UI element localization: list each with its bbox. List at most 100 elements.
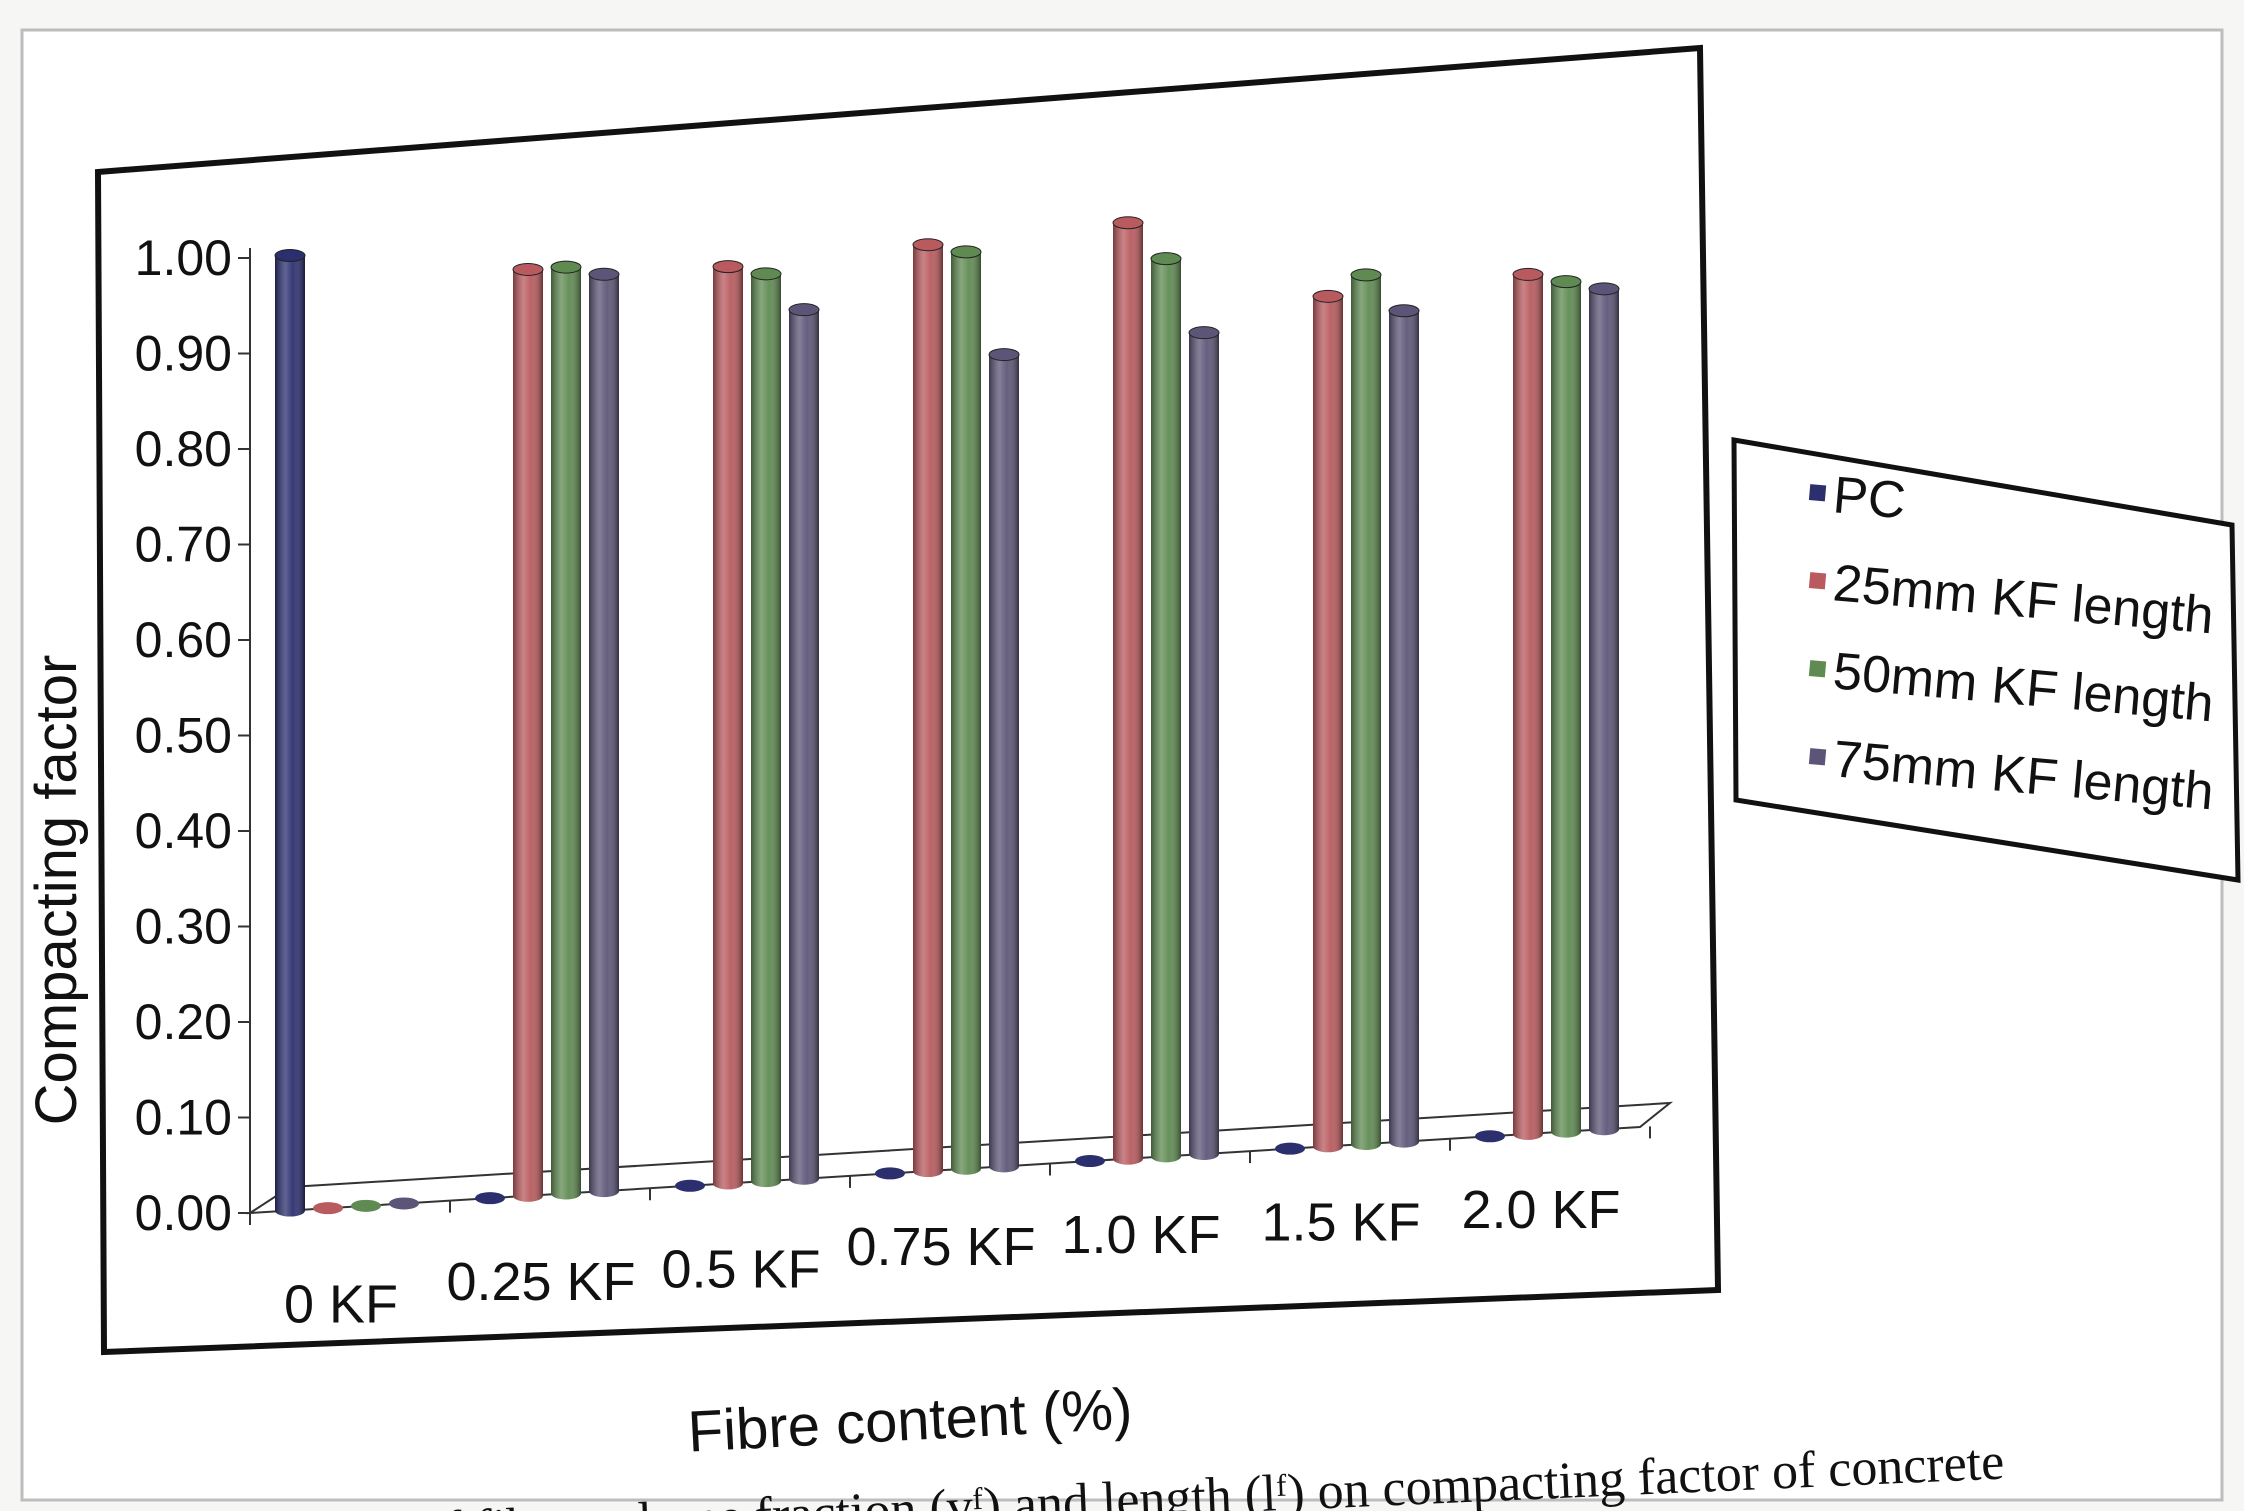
x-tick-labels: 0 KF 0.25 KF 0.5 KF 0.75 KF 1.0 KF 1.5 KF 2.0 … [249, 1126, 1651, 1334]
y-tick-label: 0.80 [135, 421, 232, 477]
bar-top [512, 262, 544, 276]
x-tick-label: 0.75 KF [846, 1217, 1035, 1277]
bar [1150, 252, 1182, 1163]
bar-top [1588, 282, 1620, 296]
legend-item: PC [1808, 466, 1908, 530]
y-axis-title: Compacting factor [24, 655, 89, 1126]
bar [512, 262, 544, 1202]
bar-shade [1151, 258, 1181, 1163]
bar-base [675, 1179, 705, 1192]
y-tick-label: 1.00 [135, 230, 232, 286]
bar-base [1275, 1142, 1305, 1155]
bar [1112, 216, 1144, 1165]
bar-top [1388, 304, 1420, 318]
bars [274, 216, 1620, 1217]
bar-top [588, 267, 620, 281]
legend-swatch [1808, 748, 1827, 766]
y-tick-label: 0.10 [135, 1090, 232, 1146]
bar-shade [713, 266, 743, 1190]
bar [1388, 304, 1420, 1148]
bar [351, 1199, 381, 1212]
legend-swatch [1808, 484, 1827, 502]
y-tick-label: 0.30 [135, 899, 232, 955]
x-tick-label: 0.5 KF [661, 1240, 820, 1300]
bar-top [1112, 216, 1144, 230]
bar-top [1188, 326, 1220, 340]
bar-shade [1551, 281, 1581, 1138]
bar [1475, 1130, 1505, 1143]
bar-shade [951, 251, 981, 1175]
x-tick-label: 0.25 KF [446, 1252, 635, 1312]
bar-top [950, 245, 982, 259]
y-tick-label: 0.40 [135, 803, 232, 859]
y-tick-label: 0.00 [135, 1185, 232, 1241]
bar [475, 1192, 505, 1205]
bar-shade [1189, 332, 1219, 1160]
y-tick-label: 0.70 [135, 517, 232, 573]
bar [988, 348, 1020, 1173]
bar [788, 303, 820, 1185]
bar-shade [1389, 310, 1419, 1148]
y-tick-label: 0.50 [135, 708, 232, 764]
bar-shade [513, 269, 543, 1202]
bar-shade [275, 255, 305, 1217]
y-tick-label: 0.20 [135, 994, 232, 1050]
bar [1350, 268, 1382, 1150]
bar [675, 1179, 705, 1192]
bar-top [1512, 267, 1544, 281]
bar-shade [989, 354, 1019, 1173]
bar [1075, 1155, 1105, 1168]
bar-top [912, 238, 944, 252]
bar [950, 245, 982, 1175]
bar [1512, 267, 1544, 1140]
bar-top [550, 260, 582, 274]
bar-top [274, 249, 306, 263]
x-tick-label: 0 KF [284, 1274, 398, 1334]
bar-shade [1351, 274, 1381, 1150]
bar [1550, 275, 1582, 1138]
bar-top [988, 348, 1020, 362]
bar [550, 260, 582, 1200]
bar-base [313, 1202, 343, 1215]
bar-shade [1513, 274, 1543, 1140]
bar-top [712, 260, 744, 274]
bar [912, 238, 944, 1178]
bar-shade [1589, 288, 1619, 1136]
bar-base [351, 1199, 381, 1212]
bar-shade [751, 273, 781, 1188]
y-axis: 0.00 0.10 0.20 0.30 0.40 0.50 0.60 0.70 0.80 0.90… [135, 230, 251, 1241]
bar-base [389, 1197, 419, 1210]
bar-shade [913, 244, 943, 1178]
bar-base [475, 1192, 505, 1205]
x-tick-label: 1.5 KF [1261, 1192, 1420, 1252]
bar-base [1075, 1155, 1105, 1168]
bar-shade [1313, 296, 1343, 1153]
bar-top [750, 267, 782, 281]
bar-shade [789, 309, 819, 1185]
bar [1588, 282, 1620, 1136]
x-tick-label: 1.0 KF [1061, 1205, 1220, 1265]
bar [274, 249, 306, 1217]
bar [313, 1202, 343, 1215]
bar [588, 267, 620, 1198]
bar [1188, 326, 1220, 1160]
bar-top [788, 303, 820, 317]
bar-base [1475, 1130, 1505, 1143]
bar [1312, 289, 1344, 1153]
bar-shade [551, 267, 581, 1200]
bar [712, 260, 744, 1190]
legend-label: PC [1831, 466, 1908, 530]
bar [750, 267, 782, 1188]
y-tick-label: 0.90 [135, 326, 232, 382]
x-tick-label: 2.0 KF [1461, 1180, 1620, 1240]
bar-shade [1113, 222, 1143, 1165]
legend-box [1731, 437, 2241, 883]
legend-swatch [1808, 660, 1827, 678]
y-tick-label: 0.60 [135, 612, 232, 668]
bar [389, 1197, 419, 1210]
bar-top [1150, 252, 1182, 266]
bar [1275, 1142, 1305, 1155]
legend-swatch [1808, 572, 1827, 590]
bar-top [1312, 289, 1344, 303]
